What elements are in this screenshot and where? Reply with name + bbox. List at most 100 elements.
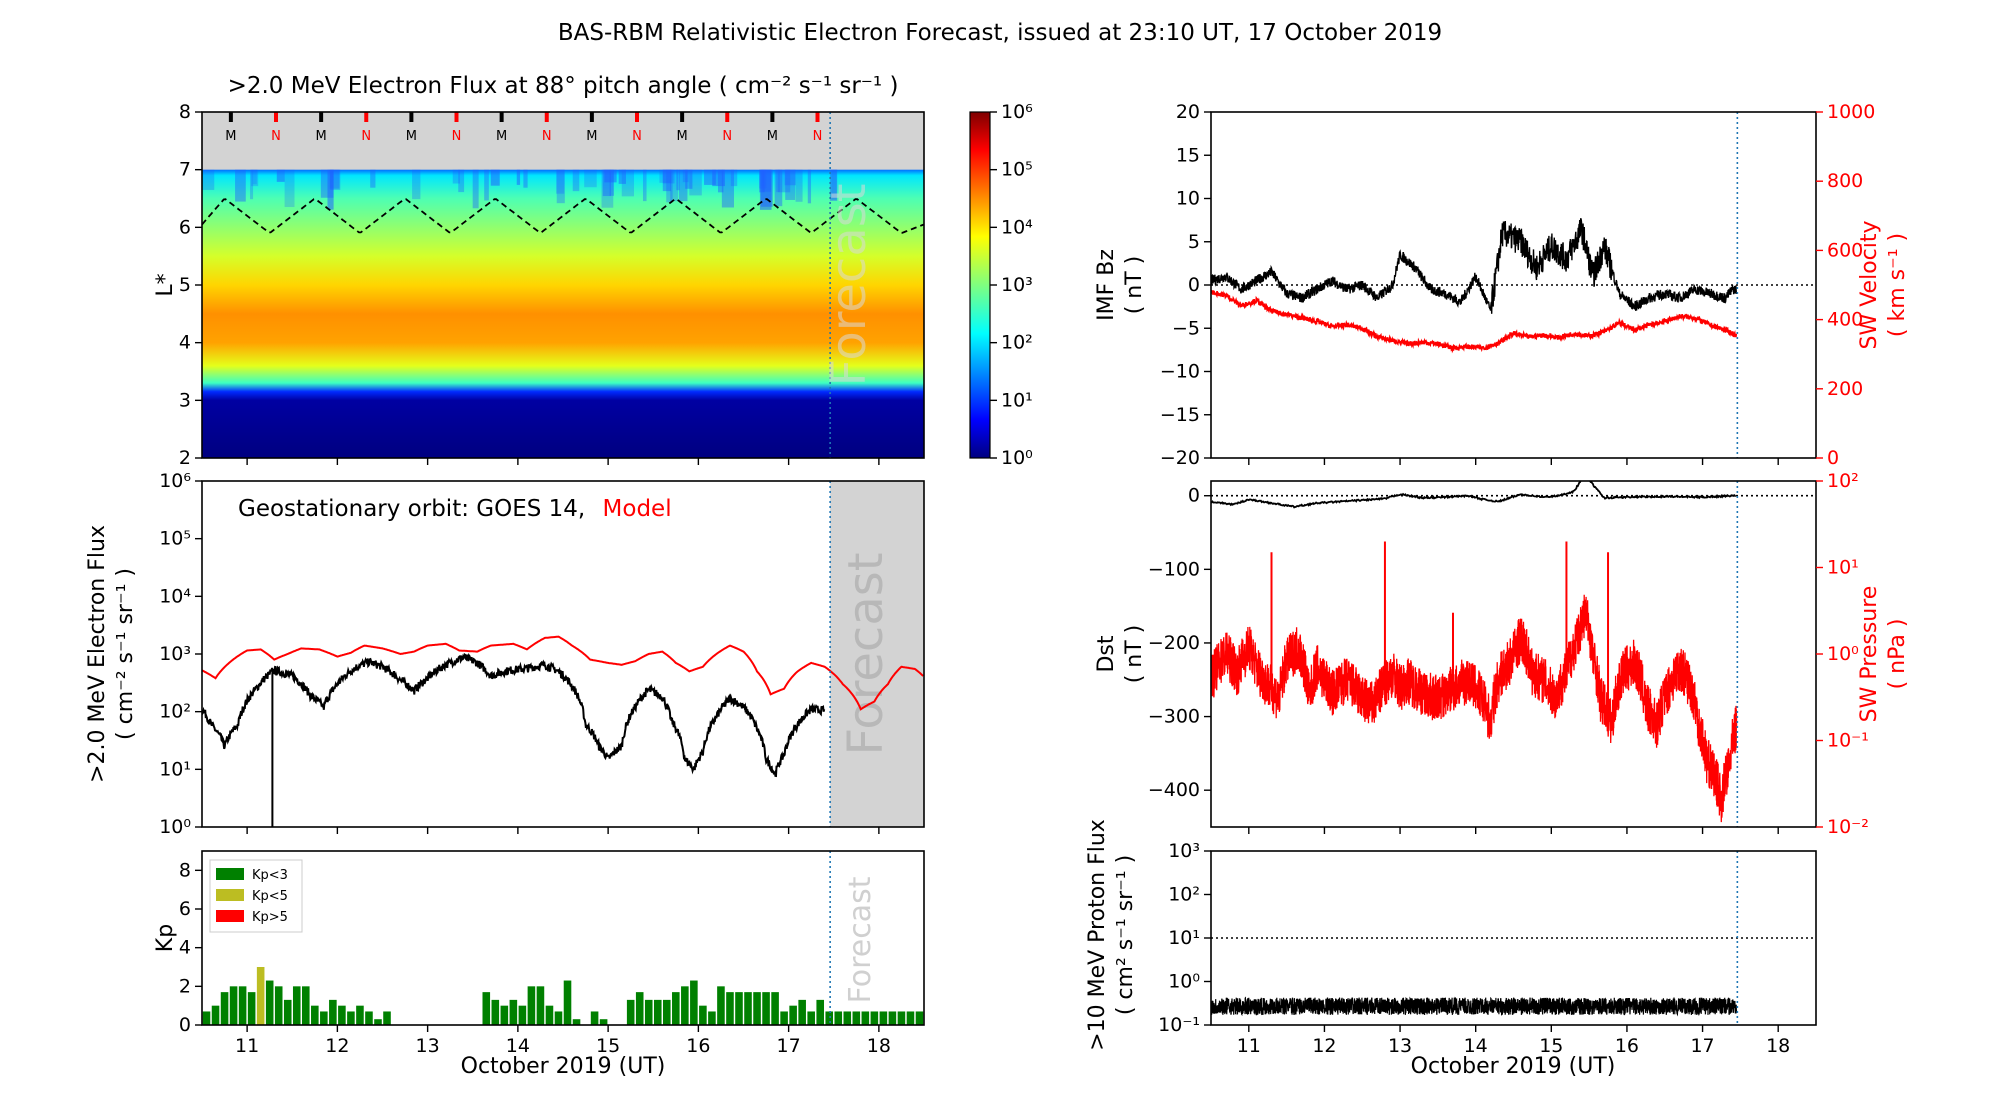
heatmap-stripe	[679, 169, 688, 202]
kp-bar	[554, 1011, 563, 1025]
forecast-label: Forecast	[838, 552, 894, 755]
heatmap-stripe	[670, 169, 679, 202]
kp-bar	[744, 992, 752, 1025]
heatmap-stripe	[795, 169, 803, 202]
dst-x-ticks	[1248, 827, 1779, 834]
heatmap-stripe	[642, 169, 647, 202]
kp-bar	[816, 999, 825, 1025]
proton-flux-lines	[1211, 996, 1738, 1017]
y-tick-label: 6	[179, 898, 191, 920]
heatmap-stripe	[730, 169, 738, 187]
y-tick-label: 8	[179, 101, 191, 123]
sw-velocity-line	[1211, 289, 1738, 354]
y-tick-label: 10¹	[1001, 389, 1033, 411]
kp-legend-swatch	[216, 868, 244, 880]
colorbar: 10⁰ 10¹ 10² 10³ 10⁴ 10⁵ 10⁶	[969, 101, 1033, 469]
kp-legend-label: Kp<5	[252, 889, 288, 904]
y-tick-label: 8	[179, 859, 191, 881]
y-tick-label: 6	[179, 216, 191, 238]
kp-bar	[599, 1019, 608, 1025]
kp-bar	[491, 999, 500, 1025]
kp-bar	[365, 1011, 373, 1025]
y-tick-label: 800	[1827, 170, 1863, 192]
heatmap-stripe	[618, 169, 626, 184]
mn-label: M	[586, 129, 597, 144]
kp-bar	[807, 1011, 815, 1025]
mn-label: N	[542, 129, 552, 144]
ylabel-line: SW Velocity	[1857, 220, 1882, 349]
heatmap-stripe	[807, 169, 812, 204]
heatmap-stripe	[759, 169, 767, 189]
goes-line	[202, 652, 826, 778]
y-tick-label: 1000	[1827, 101, 1875, 123]
ylabel-line: ( cm² s⁻¹ sr⁻¹ )	[1113, 855, 1138, 1015]
heatmap-stripe	[685, 169, 693, 189]
mn-label: M	[677, 129, 688, 144]
heatmap-title: >2.0 MeV Electron Flux at 88° pitch angl…	[228, 73, 899, 99]
kp-bar	[220, 992, 229, 1025]
heatmap-stripe	[556, 169, 565, 204]
sw-velocity-ylabel: SW Velocity( km s⁻¹ )	[1857, 220, 1910, 349]
kp-bar	[906, 1011, 915, 1025]
y-tick-label: 10²	[1001, 332, 1033, 354]
heatmap-stripe	[202, 169, 215, 190]
heatmap-stripe	[329, 169, 340, 189]
x-tick-label: 18	[1766, 1035, 1790, 1057]
kp-bar	[301, 986, 310, 1025]
heatmap-stripe	[621, 169, 634, 197]
heatmap-stripe	[662, 169, 675, 184]
forecast-label: Forecast	[843, 876, 878, 1003]
kp-bar	[292, 986, 301, 1025]
ylabel-line: ( nT )	[1122, 256, 1147, 315]
y-tick-label: 0	[1188, 274, 1200, 296]
kp-bar	[843, 1011, 852, 1025]
geo-flux-lines	[202, 635, 924, 827]
y-tick-label: 10³	[1168, 840, 1200, 862]
heatmap-stripe	[602, 169, 611, 197]
kp-bar	[202, 1011, 211, 1025]
y-tick-label: 10⁶	[1001, 101, 1033, 123]
heatmap-stripe	[330, 169, 341, 190]
kp-bar	[708, 1011, 716, 1025]
geo-annotation: Geostationary orbit: GOES 14, Model	[238, 496, 672, 522]
heatmap-stripe	[712, 169, 725, 187]
dst-pressure-lines	[1211, 481, 1738, 823]
heatmap-stripe	[659, 169, 672, 183]
kp-bar	[256, 967, 265, 1025]
heatmap-stripe	[327, 169, 334, 210]
imf-ylabel: IMF Bz( nT )	[1094, 249, 1147, 321]
kp-bar	[229, 986, 238, 1025]
heatmap-y-ticks: 2 3 4 5 6 7 8	[179, 101, 202, 469]
heatmap-stripe	[276, 169, 285, 182]
panel-flux-heatmap: >2.0 MeV Electron Flux at 88° pitch angl…	[153, 73, 925, 469]
y-tick-label: −200	[1148, 632, 1200, 654]
x-tick-label: 15	[596, 1035, 620, 1057]
heatmap-stripe	[601, 169, 614, 208]
kp-bar	[590, 1011, 599, 1025]
heatmap-stripe	[776, 169, 780, 193]
panel-proton-flux: 10⁻¹ 10⁰ 10¹ 10² 10³ 11 12 13 14 15 16 17 18 >10 Me…	[1085, 819, 1817, 1079]
heatmap-stripe	[412, 169, 421, 200]
heatmap-stripe	[584, 169, 597, 188]
heatmap-stripe	[676, 169, 680, 191]
kp-bar	[211, 1005, 220, 1025]
geo-annotation-prefix: Geostationary orbit: GOES 14,	[238, 496, 585, 522]
y-tick-label: 4	[179, 332, 191, 354]
kp-bar	[265, 980, 274, 1025]
kp-bar	[626, 999, 635, 1025]
y-tick-label: 5	[1188, 231, 1200, 253]
y-tick-label: 10²	[1168, 884, 1200, 906]
kp-bar	[635, 992, 644, 1025]
y-tick-label: 0	[179, 1014, 191, 1036]
y-tick-label: −400	[1148, 779, 1200, 801]
kp-bar	[771, 992, 779, 1025]
y-tick-label: 10⁶	[159, 470, 191, 492]
mn-label: N	[361, 129, 371, 144]
kp-legend-label: Kp>5	[252, 910, 288, 925]
y-tick-label: 10⁰	[1168, 971, 1200, 993]
y-tick-label: 10¹	[1827, 557, 1859, 579]
heatmap-ylabel: L*	[153, 273, 178, 296]
y-tick-label: 10²	[1827, 470, 1859, 492]
y-tick-label: 10	[1176, 188, 1200, 210]
